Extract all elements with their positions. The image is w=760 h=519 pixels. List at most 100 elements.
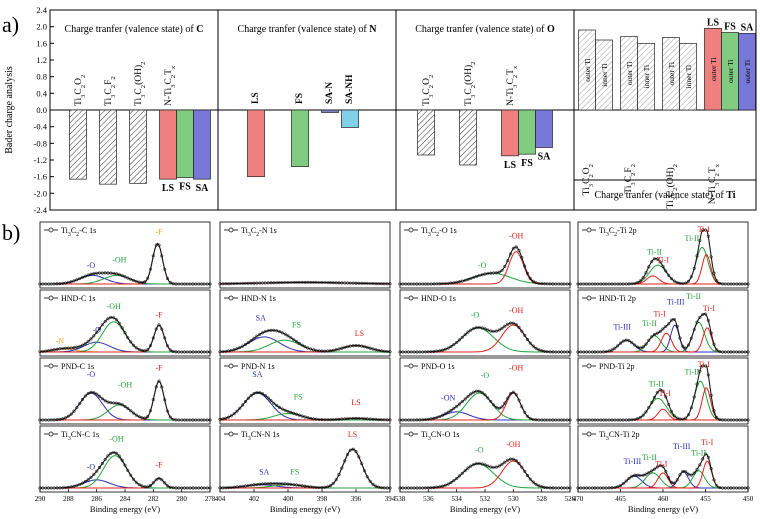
x-axis-label: Binding energy (eV) — [90, 504, 160, 514]
spectrum-panel: Ti3CN-N 1s SA FS LS 404 402 400 398 396 394 Bindin… — [215, 425, 396, 514]
data-point — [506, 322, 510, 326]
peak-label: FS — [294, 392, 303, 401]
data-point — [746, 418, 750, 422]
data-point — [272, 482, 276, 486]
data-point — [371, 482, 375, 486]
peak-label: -O — [471, 310, 480, 319]
data-point — [514, 323, 518, 327]
peak-label: -OH — [509, 232, 523, 241]
data-point — [177, 486, 181, 490]
peak-label: SA — [259, 468, 269, 477]
data-point — [289, 336, 293, 340]
data-point — [114, 272, 119, 276]
data-point — [382, 282, 386, 286]
data-point — [661, 264, 665, 268]
data-point — [303, 415, 307, 419]
data-point — [61, 417, 65, 421]
data-point — [275, 403, 279, 408]
data-point — [678, 473, 682, 477]
data-point — [249, 483, 253, 487]
peak-label: -OH — [509, 363, 523, 372]
legend-marker — [48, 227, 54, 233]
bar — [535, 109, 553, 148]
bar — [459, 109, 477, 166]
data-point — [362, 469, 367, 473]
data-point — [409, 350, 413, 354]
data-point — [732, 418, 736, 422]
data-point — [80, 397, 85, 402]
data-point — [587, 282, 591, 286]
data-point — [97, 394, 102, 398]
data-point — [638, 279, 642, 283]
data-point — [277, 405, 282, 410]
data-point — [357, 416, 361, 420]
data-point — [681, 417, 685, 421]
data-point — [652, 332, 657, 337]
data-point — [460, 400, 464, 404]
data-point — [92, 272, 96, 276]
x-tick-label: 402 — [249, 495, 260, 503]
data-point — [630, 474, 634, 478]
data-point — [706, 234, 710, 238]
data-point — [306, 280, 310, 284]
data-point — [715, 279, 719, 283]
data-point — [655, 391, 659, 395]
data-point — [472, 462, 476, 467]
spectrum-legend: Ti3CN-C 1s — [61, 430, 99, 442]
data-point — [126, 336, 130, 340]
peak-label: -F — [155, 227, 163, 236]
data-point — [331, 418, 335, 422]
peak-label: -OH — [509, 306, 523, 315]
data-point — [681, 344, 685, 348]
data-point — [658, 388, 662, 392]
data-point — [706, 455, 710, 459]
data-point — [503, 460, 507, 464]
peak-label: -O — [92, 326, 101, 335]
bar-annotation: SA — [538, 152, 552, 163]
data-point — [523, 264, 527, 268]
bar — [247, 109, 265, 178]
data-point — [86, 339, 90, 344]
data-point — [511, 457, 515, 461]
data-point — [246, 396, 250, 400]
data-point — [613, 418, 617, 422]
panel-b-label: b) — [2, 220, 20, 245]
data-point — [388, 418, 392, 422]
data-point — [343, 345, 347, 349]
envelope-curve — [400, 246, 570, 285]
data-point — [348, 448, 352, 452]
data-point — [457, 338, 462, 342]
x-tick-label: 536 — [423, 495, 434, 503]
data-point — [126, 406, 130, 410]
spectrum-legend: PND-Ti 2p — [599, 362, 635, 371]
data-point — [506, 396, 510, 400]
peak-label: Ti-I — [703, 304, 715, 313]
data-point — [525, 414, 530, 418]
data-point — [103, 319, 107, 323]
data-point — [92, 334, 96, 338]
data-point — [112, 271, 116, 275]
data-point — [695, 382, 699, 386]
data-point — [426, 417, 430, 421]
data-point — [92, 391, 96, 395]
data-point — [221, 486, 225, 490]
data-point — [449, 480, 453, 485]
data-point — [63, 281, 68, 285]
data-point — [120, 274, 124, 278]
data-point — [208, 282, 212, 286]
data-point — [644, 342, 648, 346]
data-point — [718, 350, 722, 354]
data-point — [117, 321, 121, 325]
data-point — [112, 316, 116, 320]
data-point — [263, 329, 267, 334]
data-point — [109, 451, 113, 455]
data-point — [715, 484, 719, 488]
data-point — [194, 350, 198, 354]
data-point — [681, 469, 685, 473]
data-point — [351, 447, 355, 451]
data-point — [686, 343, 691, 347]
data-point — [246, 340, 250, 345]
data-point — [712, 409, 716, 413]
data-point — [69, 485, 73, 489]
data-point — [604, 486, 608, 490]
